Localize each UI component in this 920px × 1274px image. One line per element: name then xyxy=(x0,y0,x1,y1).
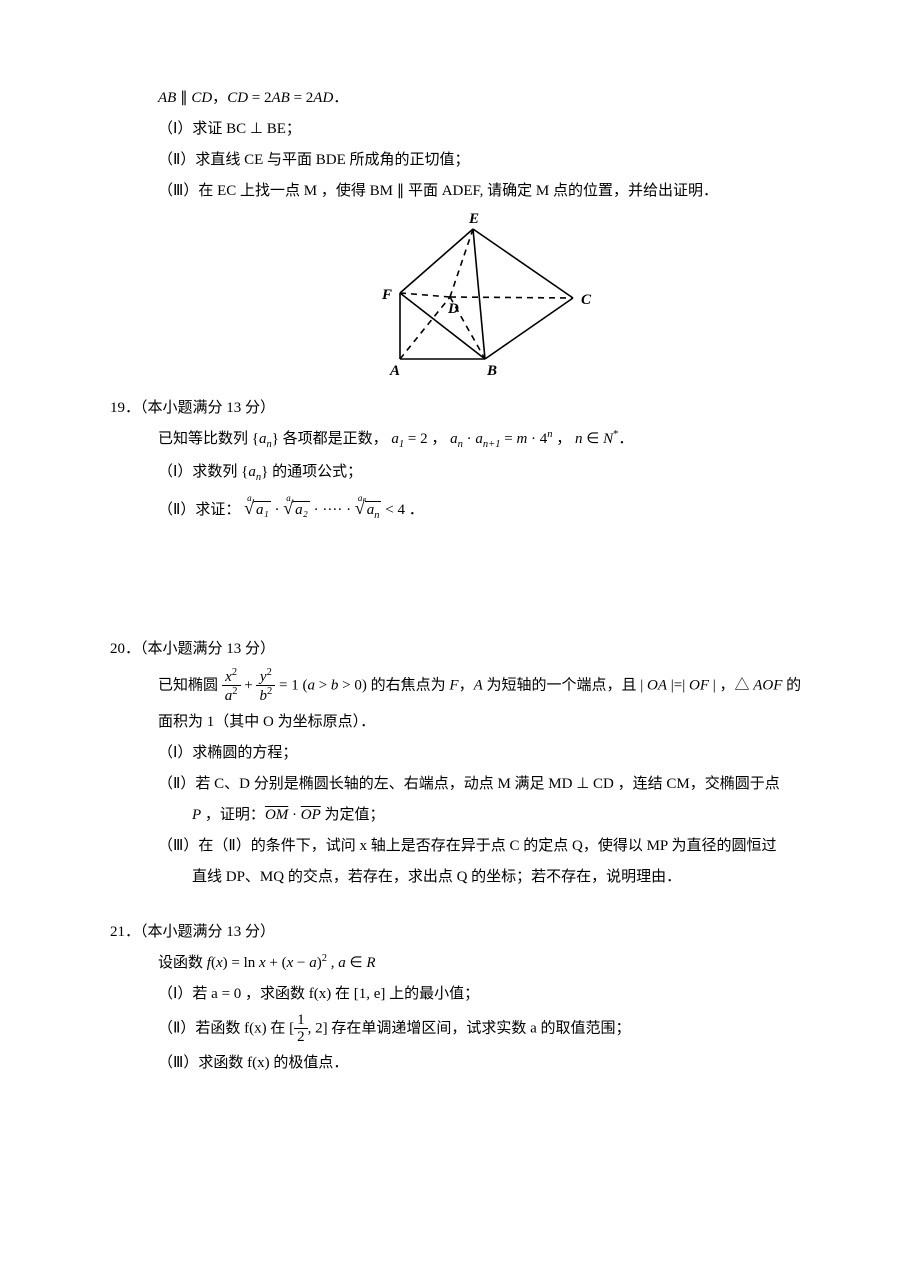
p20-part1: （Ⅰ）求椭圆的方程； xyxy=(110,740,820,767)
continuation-part3: （Ⅲ）在 EC 上找一点 M ，使得 BM ∥ 平面 ADEF, 请确定 M 点… xyxy=(110,178,820,205)
problem-20: 20．（本小题满分 13 分） 已知椭圆 x2a2 + y2b2 = 1 (a … xyxy=(110,636,820,891)
svg-text:D: D xyxy=(447,301,459,317)
rootn: aₙ√an xyxy=(355,492,382,526)
p19-part2: （Ⅱ）求证： a₁√a₁ · a₂√a₂ · ···· · aₙ√an < 4 … xyxy=(110,492,820,526)
p21-given: 设函数 f(x) = ln x + (x − a)2 , a ∈ R xyxy=(110,950,820,977)
continuation-given: AB ∥ CD，CD = 2AB = 2AD． xyxy=(110,85,820,112)
frac-half: 12 xyxy=(294,1012,308,1046)
svg-text:C: C xyxy=(581,292,592,308)
continuation-part2: （Ⅱ）求直线 CE 与平面 BDE 所成角的正切值； xyxy=(110,147,820,174)
p19-header: 19．（本小题满分 13 分） xyxy=(110,395,820,422)
p21-part2-suffix: , 2] 存在单调递增区间，试求实数 a 的取值范围； xyxy=(308,1020,631,1036)
p21-part2-prefix: （Ⅱ）若函数 f(x) 在 [ xyxy=(158,1020,294,1036)
p19-part2-prefix: （Ⅱ）求证： xyxy=(158,502,240,518)
geometric-diagram-wrap: E F D C A B xyxy=(110,211,820,381)
root1: a₁√a₁ xyxy=(244,492,271,524)
p20-part3a: （Ⅲ）在（Ⅱ）的条件下，试问 x 轴上是否存在异于点 C 的定点 Q，使得以 M… xyxy=(110,833,820,860)
p20-part2a: （Ⅱ）若 C、D 分别是椭圆长轴的左、右端点，动点 M 满足 MD ⊥ CD ，… xyxy=(110,771,820,798)
p20-given2: 面积为 1（其中 O 为坐标原点）． xyxy=(110,709,820,736)
frac-yb: y2b2 xyxy=(256,667,275,705)
svg-text:F: F xyxy=(381,287,392,303)
p20-header: 20．（本小题满分 13 分） xyxy=(110,636,820,663)
p21-part3: （Ⅲ）求函数 f(x) 的极值点． xyxy=(110,1050,820,1077)
continuation-part1: （Ⅰ）求证 BC ⊥ BE； xyxy=(110,116,820,143)
p19-part2-suffix: < 4 ． xyxy=(385,502,423,518)
p19-given: 已知等比数列 {an} 各项都是正数， a1 = 2 ， an · an+1 =… xyxy=(110,426,820,455)
p21-header: 21．（本小题满分 13 分） xyxy=(110,919,820,946)
p20-given1: 已知椭圆 x2a2 + y2b2 = 1 (a > b > 0) 的右焦点为 F… xyxy=(110,667,820,705)
p20-given1-prefix: 已知椭圆 xyxy=(158,677,222,693)
problem-19: 19．（本小题满分 13 分） 已知等比数列 {an} 各项都是正数， a1 =… xyxy=(110,395,820,526)
p20-given1-mid: = 1 (a > b > 0) 的右焦点为 F，A 为短轴的一个端点，且 | O… xyxy=(279,677,801,693)
svg-text:B: B xyxy=(486,363,497,379)
p20-part2b: P ，证明：OM · OP 为定值； xyxy=(110,802,820,829)
svg-text:E: E xyxy=(468,211,479,227)
p19-part1: （Ⅰ）求数列 {an} 的通项公式； xyxy=(110,459,820,488)
problem-21: 21．（本小题满分 13 分） 设函数 f(x) = ln x + (x − a… xyxy=(110,919,820,1077)
frac-xa: x2a2 xyxy=(222,667,241,705)
root2: a₂√a₂ xyxy=(283,492,310,524)
p21-part2: （Ⅱ）若函数 f(x) 在 [12, 2] 存在单调递增区间，试求实数 a 的取… xyxy=(110,1012,820,1046)
p21-part1: （Ⅰ）若 a = 0 ，求函数 f(x) 在 [1, e] 上的最小值； xyxy=(110,981,820,1008)
geometric-diagram: E F D C A B xyxy=(325,211,605,381)
p20-part3b: 直线 DP、MQ 的交点，若存在，求出点 Q 的坐标；若不存在，说明理由． xyxy=(110,864,820,891)
svg-text:A: A xyxy=(389,363,400,379)
